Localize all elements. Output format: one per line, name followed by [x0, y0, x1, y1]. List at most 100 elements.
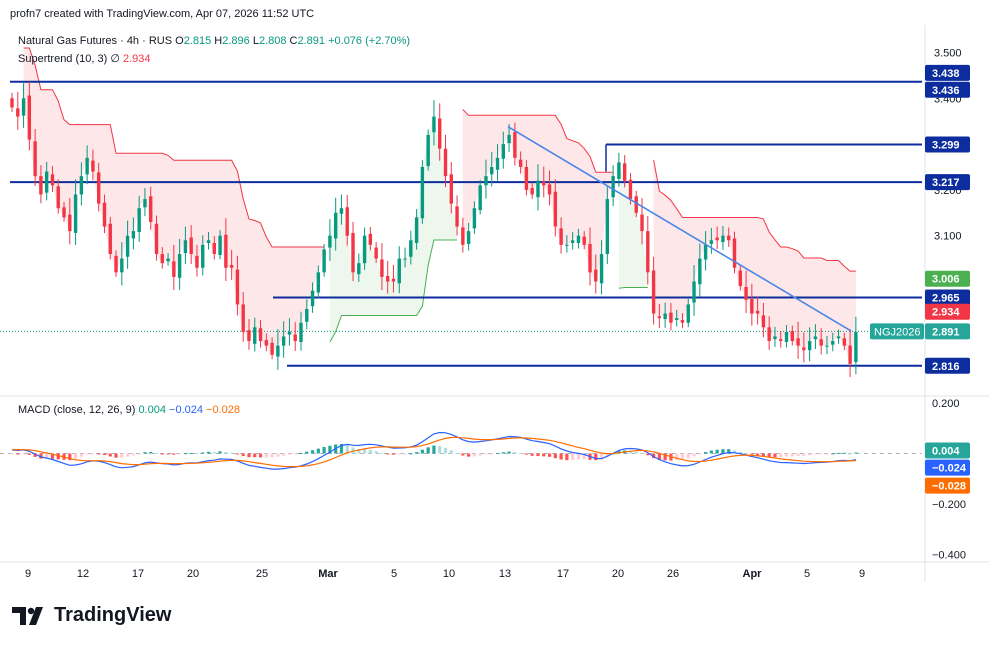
- candle-body: [143, 199, 147, 208]
- price-legend[interactable]: Natural Gas Futures · 4h · RUS O2.815 H2…: [18, 35, 410, 47]
- candle-body: [732, 238, 737, 268]
- macd-histogram-bar: [357, 449, 361, 454]
- candle-body: [513, 132, 517, 158]
- candle-body: [333, 212, 338, 239]
- macd-histogram-bar: [686, 453, 690, 459]
- time-tick-label: 26: [667, 568, 679, 580]
- macd-histogram-bar: [79, 453, 83, 457]
- candle-body: [599, 254, 604, 284]
- macd-histogram-bar: [120, 453, 124, 458]
- candle-body: [21, 98, 26, 116]
- candle-body: [391, 278, 396, 282]
- macd-histogram-bar: [224, 452, 228, 454]
- candle-body: [16, 108, 20, 117]
- candle-body: [831, 341, 835, 345]
- macd-histogram-bar: [403, 453, 407, 455]
- macd-histogram-bar: [316, 448, 320, 454]
- candle-body: [744, 286, 748, 300]
- macd-histogram-bar: [160, 453, 164, 455]
- candle-body: [125, 235, 130, 257]
- candle-body: [328, 235, 332, 248]
- candle-body: [501, 144, 505, 159]
- candle-body: [669, 312, 673, 323]
- symbol-tag-bg: [870, 323, 924, 340]
- macd-histogram-bar: [478, 453, 482, 456]
- supertrend-fill-down: [23, 48, 325, 355]
- candle-body: [120, 258, 124, 273]
- candle-body: [449, 174, 453, 204]
- macd-legend[interactable]: MACD (close, 12, 26, 9) 0.004 −0.024 −0.…: [18, 404, 240, 416]
- candle-body: [189, 237, 193, 255]
- supertrend-name[interactable]: Supertrend (10, 3): [18, 53, 108, 65]
- macd-name[interactable]: MACD (close, 12, 26, 9): [18, 404, 136, 416]
- candle-body: [281, 336, 286, 346]
- candle-body: [322, 249, 326, 273]
- macd-histogram-bar: [102, 453, 107, 456]
- candle-body: [779, 339, 783, 342]
- candle-body: [854, 331, 858, 363]
- level-tag-0-bg: [925, 64, 970, 81]
- candle-body: [495, 157, 500, 170]
- macd-histogram-bar: [299, 452, 303, 454]
- time-axis[interactable]: 9 12 17 20 25 Mar 5 10 13 17 20 26 Apr 5 9: [25, 568, 865, 580]
- supertrend-fill-down: [462, 109, 614, 282]
- candle-body: [276, 345, 280, 357]
- candle-body: [703, 244, 708, 260]
- supertrend-up-tag-bg: [925, 270, 970, 287]
- macd-histogram-bar: [594, 453, 598, 461]
- candle-body: [848, 345, 852, 364]
- supertrend-up-line: [618, 287, 648, 289]
- candle-body: [738, 270, 742, 287]
- candle-body: [206, 240, 211, 244]
- time-tick-label: 17: [132, 568, 144, 580]
- candle-body: [825, 345, 829, 347]
- macd-histogram-bar: [721, 449, 725, 454]
- candle-body: [576, 235, 581, 244]
- symbol-tag-label: NGJ2026: [874, 326, 920, 338]
- symbol-name[interactable]: Natural Gas Futures · 4h · RUS: [18, 35, 173, 47]
- candle-body: [836, 336, 841, 339]
- candle-body: [461, 227, 465, 245]
- candle-body: [455, 206, 459, 227]
- candle-body: [634, 196, 638, 213]
- trendline[interactable]: [507, 125, 852, 332]
- time-tick-label: 20: [612, 568, 624, 580]
- macd-histogram-bar: [328, 445, 332, 454]
- macd-histogram-bar: [131, 453, 135, 456]
- candle-body: [97, 172, 101, 204]
- macd-line-tag-bg: [925, 459, 970, 476]
- candlesticks[interactable]: [10, 81, 858, 378]
- macd-histogram-bar: [831, 453, 835, 455]
- macd-signal-tag-bg: [925, 477, 970, 494]
- candle-body: [721, 235, 725, 243]
- candle-body: [270, 342, 274, 355]
- candle-body: [310, 290, 315, 307]
- macd-histogram-bar: [154, 452, 159, 454]
- credit-line: profn7 created with TradingView.com, Apr…: [10, 8, 315, 20]
- macd-histogram-bar: [310, 450, 315, 454]
- candle-body: [472, 208, 477, 229]
- macd-pane: [0, 431, 922, 470]
- macd-histogram-bar: [507, 451, 511, 454]
- macd-histogram-bar: [524, 453, 529, 455]
- macd-histogram-bar: [33, 453, 37, 457]
- candle-body: [542, 181, 546, 186]
- macd-histogram-bar: [27, 453, 31, 455]
- macd-histogram-bar: [605, 453, 609, 457]
- supertrend-legend[interactable]: Supertrend (10, 3) ∅ 2.934: [18, 52, 151, 65]
- macd-histogram-bar: [218, 451, 222, 454]
- macd-histogram-bar: [646, 453, 650, 456]
- candle-body: [33, 141, 37, 177]
- macd-histogram-bar: [247, 453, 251, 458]
- macd-histogram-bar: [698, 453, 702, 455]
- candle-body: [108, 223, 112, 255]
- candle-body: [755, 310, 760, 314]
- tradingview-logo[interactable]: TradingView: [12, 604, 171, 627]
- macd-histogram-bar: [640, 453, 644, 455]
- open-value: 2.815: [183, 35, 212, 47]
- candle-body: [160, 254, 164, 264]
- macd-histogram-bar: [842, 452, 846, 454]
- price-axis[interactable]: 3.5003.4003.2003.1000.200−0.200−0.4003.4…: [870, 47, 970, 561]
- macd-histogram-bar: [727, 449, 731, 454]
